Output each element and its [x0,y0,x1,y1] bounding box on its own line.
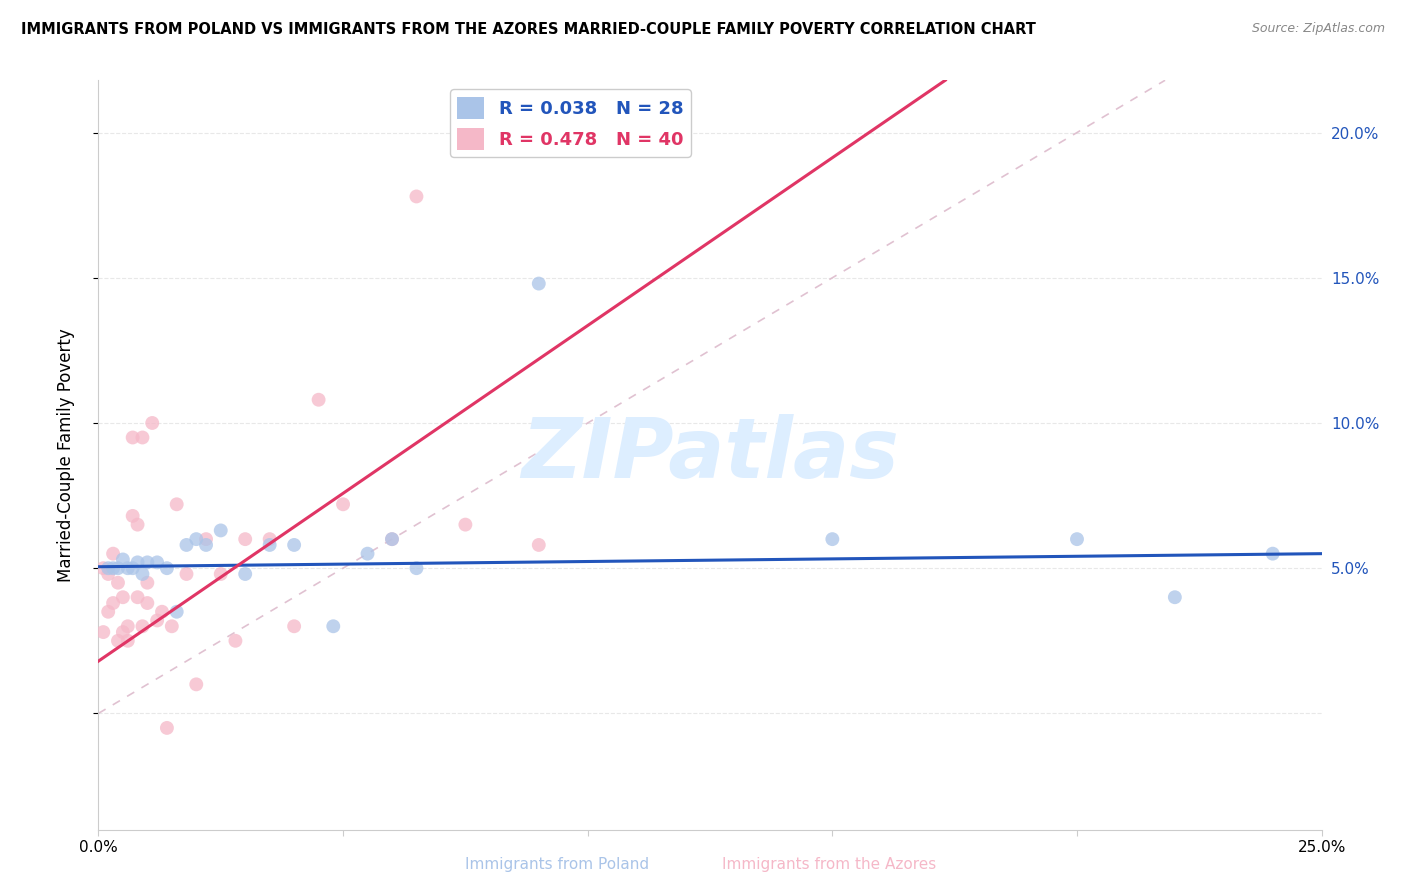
Point [195,538,218,552]
Text: Immigrants from the Azores: Immigrants from the Azores [723,857,936,872]
Point [527,277,550,291]
Text: ZIPatlas: ZIPatlas [522,415,898,495]
Point [131,566,153,581]
Point [821,532,844,546]
Point [121,561,143,575]
Point [136,575,159,590]
Point [166,605,188,619]
Y-axis label: Married-Couple Family Poverty: Married-Couple Family Poverty [56,328,75,582]
Point [91,625,114,640]
Point [195,532,218,546]
Point [127,591,149,605]
Point [107,633,129,648]
Point [111,625,134,640]
Point [454,517,477,532]
Point [405,189,427,203]
Point [97,605,120,619]
Point [131,619,153,633]
Point [107,575,129,590]
Point [1261,547,1284,561]
Point [233,532,256,546]
Text: Immigrants from Poland: Immigrants from Poland [465,857,650,872]
Point [322,619,344,633]
Point [121,508,143,523]
Point [259,532,281,546]
Point [176,566,198,581]
Point [121,430,143,444]
Point [117,633,139,648]
Point [186,532,208,546]
Point [283,619,305,633]
Point [127,555,149,569]
Point [101,547,124,561]
Point [146,555,169,569]
Point [156,561,179,575]
Point [160,619,183,633]
Point [332,497,354,511]
Point [381,532,404,546]
Point [97,566,120,581]
Point [308,392,330,407]
Point [166,497,188,511]
Legend: R = 0.038   N = 28, R = 0.478   N = 40: R = 0.038 N = 28, R = 0.478 N = 40 [450,89,690,157]
Point [259,538,281,552]
Point [101,596,124,610]
Point [127,517,149,532]
Point [97,561,120,575]
Point [283,538,305,552]
Point [224,633,246,648]
Point [186,677,208,691]
Point [131,430,153,444]
Point [111,552,134,566]
Point [117,561,139,575]
Point [136,555,159,569]
Point [146,614,169,628]
Point [1164,591,1187,605]
Point [150,605,173,619]
Point [101,561,124,575]
Point [156,721,179,735]
Text: IMMIGRANTS FROM POLAND VS IMMIGRANTS FROM THE AZORES MARRIED-COUPLE FAMILY POVER: IMMIGRANTS FROM POLAND VS IMMIGRANTS FRO… [21,22,1036,37]
Point [176,538,198,552]
Text: Source: ZipAtlas.com: Source: ZipAtlas.com [1251,22,1385,36]
Point [527,538,550,552]
Point [91,561,114,575]
Point [209,524,232,538]
Point [136,596,159,610]
Point [111,591,134,605]
Point [233,566,256,581]
Point [117,619,139,633]
Point [107,561,129,575]
Point [1066,532,1088,546]
Point [356,547,378,561]
Point [405,561,427,575]
Point [381,532,404,546]
Point [209,566,232,581]
Point [141,416,163,430]
